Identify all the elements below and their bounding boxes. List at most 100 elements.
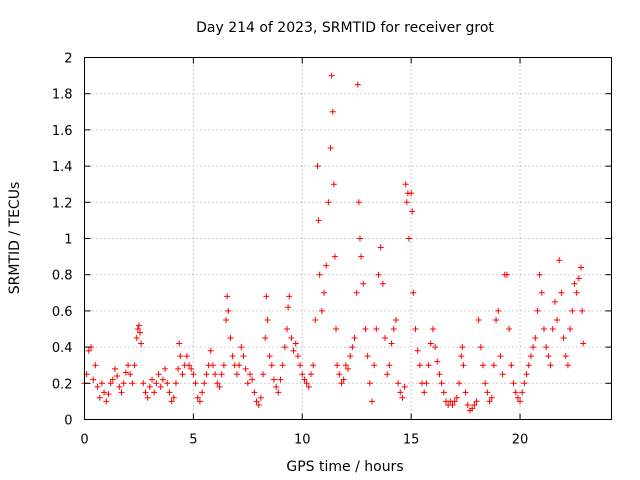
data-point (530, 344, 537, 351)
data-point (216, 383, 223, 390)
data-point (133, 335, 140, 342)
data-point (98, 380, 105, 387)
data-point (242, 365, 249, 372)
data-point (460, 362, 467, 369)
data-point (384, 371, 391, 378)
data-point (218, 371, 225, 378)
data-point (238, 344, 245, 351)
data-point (488, 394, 495, 401)
data-point (316, 271, 323, 278)
data-point (138, 340, 145, 347)
data-point (175, 365, 182, 372)
data-point (410, 289, 417, 296)
data-point (340, 376, 347, 383)
data-point (525, 362, 532, 369)
y-tick-label: 0.2 (52, 377, 73, 392)
data-point (456, 380, 463, 387)
y-tick-label: 0.8 (52, 269, 73, 284)
data-point (364, 353, 371, 360)
data-point (567, 326, 574, 332)
y-tick-label: 1.6 (52, 124, 73, 139)
data-point (129, 380, 136, 387)
data-point (94, 383, 101, 390)
data-point (224, 293, 231, 300)
data-point (486, 398, 493, 405)
data-point (429, 326, 436, 332)
data-point (536, 271, 543, 278)
data-point (275, 389, 282, 396)
data-point (277, 376, 284, 383)
data-point (312, 316, 319, 323)
data-point (188, 365, 195, 372)
data-point (458, 353, 465, 360)
data-point (573, 289, 580, 296)
data-point (212, 371, 219, 378)
data-point (247, 371, 254, 378)
data-point (547, 362, 554, 369)
data-point (493, 316, 500, 323)
data-point (270, 376, 277, 383)
data-point (351, 335, 358, 342)
data-point (281, 344, 288, 351)
axis-ticks: 0 5 10 15 20 0 0.2 0.4 0.6 0.8 1 1.2 1.4 1.6 1.8 2 (52, 52, 612, 448)
data-point (303, 380, 310, 387)
y-tick-label: 1.4 (52, 160, 73, 175)
data-point (416, 362, 423, 369)
data-point (166, 389, 173, 396)
data-point (558, 289, 565, 296)
data-points (81, 72, 587, 414)
data-point (475, 316, 482, 323)
data-point (360, 280, 367, 287)
data-point (336, 371, 343, 378)
data-point (540, 326, 547, 332)
data-point (459, 344, 466, 351)
data-point (101, 389, 108, 396)
data-point (288, 335, 295, 342)
data-point (214, 380, 221, 387)
data-point (354, 81, 361, 88)
data-point (556, 257, 563, 264)
data-point (371, 362, 378, 369)
data-point (397, 389, 404, 396)
data-point (318, 307, 325, 314)
data-point (116, 383, 123, 390)
data-point (327, 145, 334, 151)
data-point (438, 380, 445, 387)
y-tick-label: 2 (64, 52, 72, 67)
data-point (157, 383, 164, 390)
data-point (96, 394, 103, 401)
data-point (176, 340, 183, 347)
data-point (328, 72, 335, 79)
data-point (405, 235, 412, 242)
data-point (227, 335, 234, 342)
data-point (330, 181, 337, 188)
data-point (264, 316, 271, 323)
data-point (482, 380, 489, 387)
data-point (355, 199, 362, 206)
data-point (560, 335, 567, 342)
data-point (508, 362, 515, 369)
data-point (240, 353, 247, 360)
data-point (358, 253, 365, 260)
data-point (162, 365, 169, 372)
data-point (471, 402, 478, 409)
data-point (534, 307, 541, 314)
data-point (149, 376, 156, 383)
y-tick-label: 1 (64, 233, 72, 248)
data-point (111, 365, 118, 372)
data-point (279, 362, 286, 369)
data-point (333, 326, 340, 332)
data-point (578, 264, 585, 271)
data-point (225, 307, 232, 314)
data-point (480, 362, 487, 369)
data-point (90, 376, 97, 383)
y-tick-label: 1.2 (52, 196, 73, 211)
data-point (519, 389, 526, 396)
data-point (497, 353, 504, 360)
data-point (575, 275, 582, 282)
data-point (229, 353, 236, 360)
data-point (342, 362, 349, 369)
data-point (490, 362, 497, 369)
data-point (137, 329, 144, 336)
